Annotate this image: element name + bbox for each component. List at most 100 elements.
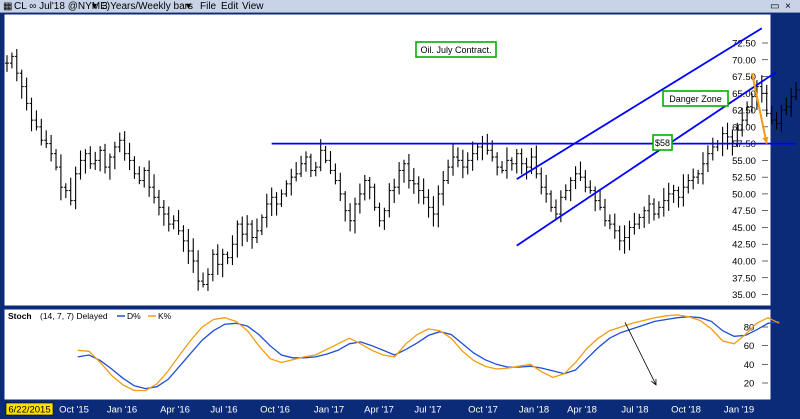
price-bar bbox=[19, 69, 24, 99]
symbol-label[interactable]: CL ∞ Jul'18 @NYME) bbox=[14, 1, 111, 12]
timeframe-dropdown-icon[interactable]: ▾ bbox=[186, 1, 192, 12]
title-bar: ▦ CL ∞ Jul'18 @NYME) ▾ 3 Years/Weekly ba… bbox=[0, 0, 800, 13]
price-bar bbox=[784, 97, 789, 116]
price-bar bbox=[700, 152, 705, 185]
price-bar bbox=[416, 176, 421, 204]
price-tick-label: 62.50 bbox=[732, 106, 756, 117]
stoch-legend-bg bbox=[5, 310, 180, 321]
menu-file[interactable]: File bbox=[200, 1, 217, 12]
price-bar bbox=[647, 194, 652, 224]
stoch-panel bbox=[3, 308, 772, 401]
price-bar bbox=[504, 147, 509, 179]
price-tick-label: 47.50 bbox=[732, 206, 756, 217]
stoch-tick-label: 80 bbox=[744, 323, 755, 334]
price-bar bbox=[470, 141, 475, 171]
price-bar bbox=[372, 183, 377, 211]
stoch-k-line bbox=[77, 314, 780, 392]
menu-icon[interactable]: ▦ bbox=[3, 1, 13, 12]
stoch-title: Stoch bbox=[8, 311, 32, 321]
x-tick-label: Apr '16 bbox=[160, 405, 190, 416]
price-bar bbox=[740, 107, 745, 137]
price-bar bbox=[88, 146, 93, 169]
price-tick-label: 57.50 bbox=[732, 139, 756, 150]
price-bar bbox=[549, 190, 554, 212]
price-bar bbox=[602, 198, 607, 227]
price-tick-label: 55.00 bbox=[732, 156, 756, 167]
price-bar bbox=[637, 213, 642, 230]
price-bar bbox=[691, 168, 696, 190]
x-tick-label: Jul '16 bbox=[210, 405, 237, 416]
price-bar bbox=[112, 141, 117, 170]
price-bar bbox=[367, 176, 372, 200]
price-bar bbox=[710, 137, 715, 161]
symbol-dropdown-icon[interactable]: ▾ bbox=[92, 1, 98, 12]
price-bar bbox=[446, 159, 451, 185]
price-bar bbox=[362, 174, 367, 201]
price-bar bbox=[676, 186, 681, 208]
price-bar bbox=[514, 149, 519, 174]
price-bar bbox=[642, 206, 647, 228]
price-bar bbox=[323, 145, 328, 164]
price-bar bbox=[299, 155, 304, 178]
close-icon[interactable]: × bbox=[785, 1, 791, 12]
svg-text:Danger Zone: Danger Zone bbox=[669, 94, 722, 104]
price-bar bbox=[63, 183, 68, 199]
x-tick-label: Apr '18 bbox=[567, 405, 597, 416]
price-bar bbox=[460, 149, 465, 179]
price-bar bbox=[411, 168, 416, 194]
price-bar bbox=[343, 191, 348, 222]
price-bar bbox=[799, 89, 800, 91]
price-bar bbox=[328, 151, 333, 175]
price-bar bbox=[142, 167, 147, 188]
timeframe-label[interactable]: 3 Years/Weekly bars bbox=[102, 1, 193, 12]
price-bar bbox=[279, 189, 284, 208]
price-bar bbox=[259, 214, 264, 236]
price-bar bbox=[382, 207, 387, 230]
price-bar bbox=[686, 174, 691, 194]
menu-view[interactable]: View bbox=[242, 1, 264, 12]
price-bar bbox=[441, 171, 446, 206]
annotation-58: $58 bbox=[652, 134, 673, 151]
price-bar bbox=[186, 228, 191, 265]
price-bar bbox=[588, 180, 593, 194]
x-start-date-box bbox=[5, 402, 54, 416]
price-bar bbox=[622, 225, 627, 254]
price-bar bbox=[308, 153, 313, 177]
x-tick-label: Jan '16 bbox=[107, 405, 137, 416]
price-bar bbox=[39, 118, 44, 146]
price-bar bbox=[83, 149, 88, 174]
price-bar bbox=[617, 225, 622, 251]
x-tick-label: Oct '16 bbox=[260, 405, 290, 416]
x-tick-label: Jan '18 bbox=[519, 405, 549, 416]
price-bar bbox=[745, 101, 750, 126]
price-bar bbox=[303, 151, 308, 172]
price-tick-label: 72.50 bbox=[732, 39, 756, 50]
stoch-tick-label: 40 bbox=[744, 360, 755, 371]
restore-icon[interactable]: ▭ bbox=[770, 1, 780, 12]
price-bar bbox=[210, 249, 215, 282]
price-bar bbox=[789, 87, 794, 117]
x-tick-label: Oct '15 bbox=[59, 405, 89, 416]
price-bar bbox=[205, 268, 210, 291]
price-bar bbox=[215, 244, 220, 275]
x-tick-label: Jan '17 bbox=[314, 405, 344, 416]
price-bar bbox=[44, 130, 49, 148]
price-bar bbox=[455, 147, 460, 168]
price-bar bbox=[14, 48, 19, 82]
price-bar bbox=[553, 199, 558, 220]
x-tick-label: Jul '17 bbox=[414, 405, 441, 416]
price-bar bbox=[127, 142, 132, 171]
legend-k-label: K% bbox=[158, 311, 172, 321]
price-bar bbox=[176, 210, 181, 235]
price-bar bbox=[338, 172, 343, 202]
price-bar bbox=[583, 170, 588, 193]
price-bar bbox=[495, 152, 500, 176]
stoch-forecast-arrow bbox=[624, 322, 657, 386]
stoch-params: (14, 7, 7) Delayed bbox=[40, 311, 108, 321]
price-panel bbox=[3, 13, 772, 307]
price-bar bbox=[607, 214, 612, 230]
price-tick-label: 52.50 bbox=[732, 173, 756, 184]
menu-edit[interactable]: Edit bbox=[221, 1, 239, 12]
